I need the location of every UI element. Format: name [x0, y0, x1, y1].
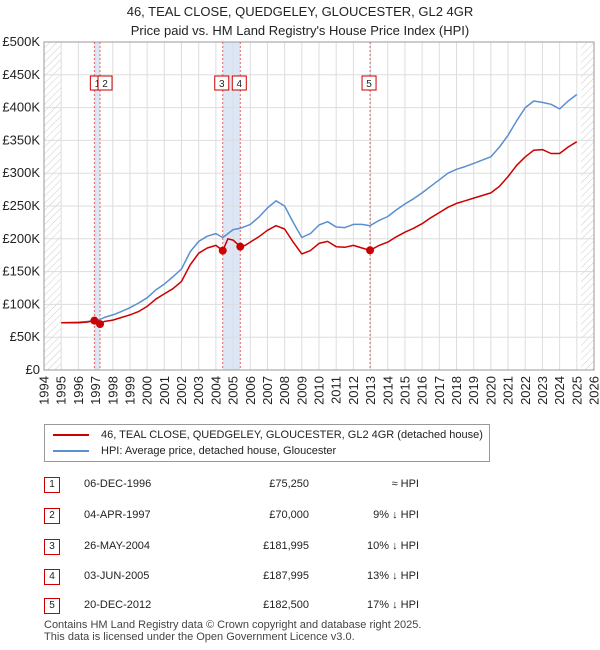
x-tick-label: 2024	[552, 376, 567, 405]
sale-point	[366, 246, 375, 255]
transaction-marker-box	[361, 75, 377, 91]
footer-attribution: Contains HM Land Registry data © Crown c…	[44, 619, 421, 643]
transaction-date: 04-APR-1997	[84, 509, 151, 521]
x-tick-label: 2017	[432, 376, 447, 405]
footer-copyright: Contains HM Land Registry data © Crown c…	[44, 619, 422, 631]
sale-point	[96, 320, 105, 329]
plot-border	[43, 41, 595, 371]
transaction-marker-label: 5	[366, 79, 372, 90]
transaction-marker-box	[231, 75, 247, 91]
footer-license: This data is licensed under the Open Gov…	[44, 631, 355, 643]
x-tick-label: 2018	[449, 376, 464, 405]
transaction-number-badge: 4	[44, 569, 60, 585]
y-tick-label: £350K	[2, 132, 40, 147]
transaction-hpi-relation: ≈ HPI	[391, 478, 419, 490]
transaction-hpi-relation: 10% ↓ HPI	[367, 540, 419, 552]
legend-label-hpi: HPI: Average price, detached house, Glou…	[101, 445, 337, 457]
transaction-price: £181,995	[263, 540, 309, 552]
hpi-line	[61, 93, 578, 324]
x-tick-label: 2019	[466, 376, 481, 405]
transaction-number-badge: 1	[44, 477, 60, 493]
y-tick-label: £150K	[2, 264, 40, 279]
transaction-marker-box	[214, 75, 230, 91]
transaction-number-badge: 3	[44, 539, 60, 555]
y-tick-label: £300K	[2, 165, 40, 180]
x-tick-label: 2021	[501, 376, 516, 405]
transaction-price: £187,995	[263, 570, 309, 582]
y-tick-label: £100K	[2, 296, 40, 311]
x-tick-label: 2000	[140, 376, 155, 405]
transaction-marker-box	[97, 75, 113, 91]
sale-point	[218, 246, 227, 255]
y-tick-label: £500K	[2, 34, 40, 49]
transaction-hpi-relation: 17% ↓ HPI	[367, 599, 419, 611]
transaction-date: 20-DEC-2012	[84, 599, 152, 611]
transaction-price: £75,250	[269, 478, 309, 490]
y-tick-label: £50K	[10, 329, 41, 344]
x-tick-label: 2003	[191, 376, 206, 405]
x-tick-label: 2007	[260, 376, 275, 405]
transaction-price: £70,000	[269, 509, 309, 521]
legend-label-property: 46, TEAL CLOSE, QUEDGELEY, GLOUCESTER, G…	[101, 429, 483, 441]
sale-point	[236, 242, 245, 251]
x-tick-label: 2010	[312, 376, 327, 405]
x-tick-label: 2023	[535, 376, 550, 405]
transaction-date: 26-MAY-2004	[84, 540, 151, 552]
chart-subtitle: Price paid vs. HM Land Registry's House …	[130, 23, 470, 38]
x-tick-label: 2014	[380, 376, 395, 405]
x-tick-label: 2004	[208, 376, 223, 405]
x-tick-label: 2009	[294, 376, 309, 405]
chart-legend: 46, TEAL CLOSE, QUEDGELEY, GLOUCESTER, G…	[44, 424, 490, 462]
x-tick-label: 2022	[518, 376, 533, 405]
price-chart: £0 £50K £100K £150K £200K £250K £300K £350K £400…	[2, 34, 600, 405]
legend-swatch-hpi	[53, 450, 89, 452]
transaction-date: 03-JUN-2005	[84, 570, 150, 582]
x-tick-label: 2015	[397, 376, 412, 405]
x-tick-label: 1999	[122, 376, 137, 405]
property-price-line	[61, 141, 578, 325]
legend-entry-property: 46, TEAL CLOSE, QUEDGELEY, GLOUCESTER, G…	[53, 427, 483, 443]
x-tick-label: 1996	[71, 376, 86, 405]
y-tick-label: £0	[26, 362, 40, 377]
x-tick-label: 2001	[157, 376, 172, 405]
transaction-number-badge: 2	[44, 508, 60, 524]
x-tick-label: 2006	[243, 376, 258, 405]
x-tick-label: 2016	[415, 376, 430, 405]
x-tick-label: 1995	[54, 376, 69, 405]
x-tick-label: 2026	[587, 376, 600, 405]
x-tick-label: 2008	[277, 376, 292, 405]
x-tick-label: 1998	[105, 376, 120, 405]
y-tick-label: £400K	[2, 100, 40, 115]
x-tick-label: 2011	[329, 376, 344, 404]
y-tick-label: £200K	[2, 231, 40, 246]
transaction-hpi-relation: 13% ↓ HPI	[367, 570, 419, 582]
x-tick-label: 2005	[226, 376, 241, 405]
transaction-marker-label: 4	[237, 79, 243, 90]
transaction-price: £182,500	[263, 599, 309, 611]
legend-swatch-property	[53, 434, 89, 436]
x-tick-label: 1994	[37, 376, 52, 405]
transaction-marker-label: 2	[102, 79, 108, 90]
transaction-marker-label: 3	[219, 79, 225, 90]
x-tick-label: 2025	[569, 376, 584, 405]
transaction-hpi-relation: 9% ↓ HPI	[373, 509, 419, 521]
transaction-number-badge: 5	[44, 598, 60, 614]
x-tick-label: 2002	[174, 376, 189, 405]
x-tick-label: 2013	[363, 376, 378, 405]
legend-entry-hpi: HPI: Average price, detached house, Glou…	[53, 443, 336, 459]
x-tick-label: 2020	[483, 376, 498, 405]
chart-title: 46, TEAL CLOSE, QUEDGELEY, GLOUCESTER, G…	[126, 4, 474, 19]
y-tick-label: £250K	[2, 198, 40, 213]
x-tick-label: 2012	[346, 376, 361, 405]
y-tick-label: £450K	[2, 67, 40, 82]
x-tick-label: 1997	[88, 376, 103, 405]
transaction-date: 06-DEC-1996	[84, 478, 152, 490]
